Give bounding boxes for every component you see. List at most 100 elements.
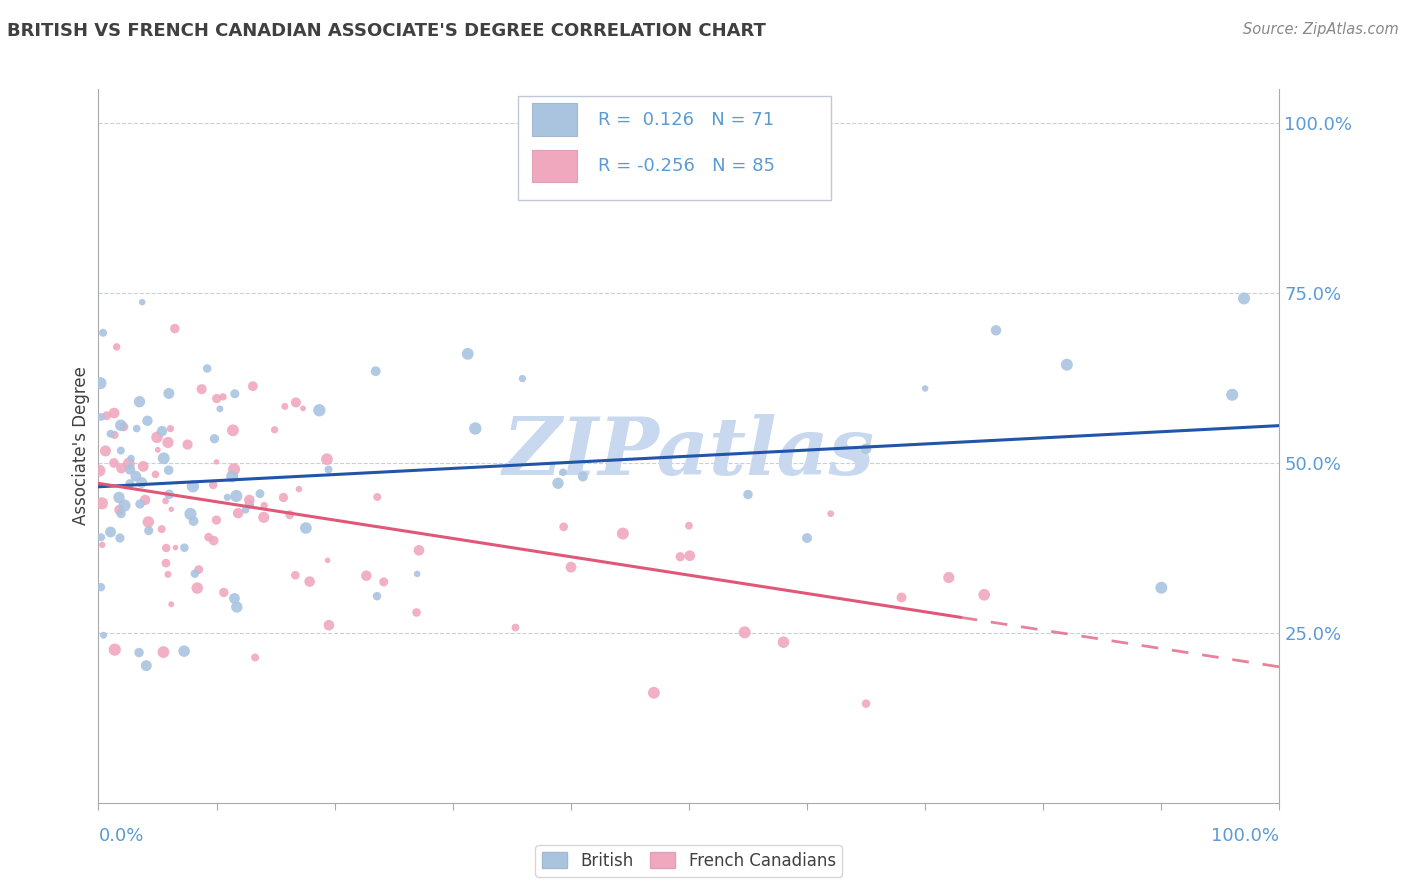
Point (160, 597, 183, 611)
Point (253, 510, 276, 524)
Point (93, 628, 115, 642)
Point (155, 494, 177, 508)
Point (464, 421, 486, 435)
Point (1150, 581, 1173, 595)
Point (159, 422, 181, 436)
Point (240, 499, 263, 513)
Point (292, 401, 315, 416)
Point (737, 487, 759, 501)
Point (197, 530, 219, 544)
Point (222, 462, 245, 476)
Point (195, 361, 218, 376)
Point (505, 620, 527, 634)
Point (796, 531, 818, 545)
Point (146, 442, 169, 457)
Point (551, 465, 574, 479)
Point (202, 533, 225, 548)
Point (100, 426, 122, 441)
Point (221, 469, 243, 483)
Point (1233, 292, 1256, 306)
Point (890, 591, 912, 605)
Point (156, 567, 179, 582)
Point (134, 492, 156, 507)
Point (356, 568, 378, 582)
Point (155, 556, 177, 570)
Point (547, 476, 569, 491)
Point (146, 430, 169, 444)
Point (100, 524, 122, 539)
Point (284, 395, 307, 409)
Point (186, 581, 208, 595)
Point (110, 418, 132, 433)
Point (212, 585, 235, 599)
Point (150, 424, 173, 438)
Point (90, 409, 112, 424)
Point (91, 496, 114, 510)
Text: Source: ZipAtlas.com: Source: ZipAtlas.com (1243, 22, 1399, 37)
Point (273, 491, 295, 505)
Point (152, 451, 174, 466)
Point (263, 423, 285, 437)
Point (406, 566, 429, 581)
Point (1056, 358, 1078, 372)
Point (820, 507, 842, 521)
Point (103, 428, 125, 442)
Point (242, 379, 264, 393)
Point (94, 444, 117, 458)
Point (855, 697, 877, 711)
Point (89, 376, 111, 391)
Point (669, 549, 692, 564)
Text: ZIPatlas: ZIPatlas (503, 415, 875, 491)
Point (212, 390, 235, 404)
Point (114, 499, 136, 513)
Point (96, 409, 118, 423)
Point (316, 452, 339, 467)
Point (298, 574, 321, 589)
Point (163, 321, 186, 335)
Point (318, 462, 340, 476)
Point (274, 400, 297, 414)
Point (612, 526, 634, 541)
Point (373, 574, 395, 589)
Point (457, 347, 479, 361)
Point (118, 462, 141, 476)
Point (110, 461, 132, 475)
Point (772, 635, 794, 649)
Point (183, 514, 205, 528)
Point (217, 491, 239, 505)
Point (108, 503, 131, 517)
Point (208, 401, 231, 416)
Point (103, 406, 125, 420)
Point (90, 530, 112, 544)
Text: 100.0%: 100.0% (1212, 827, 1279, 845)
Point (145, 467, 167, 482)
Point (222, 423, 245, 437)
Point (249, 486, 271, 500)
Point (187, 563, 209, 577)
Legend: British, French Canadians: British, French Canadians (536, 846, 842, 877)
Text: BRITISH VS FRENCH CANADIAN ASSOCIATE'S DEGREE CORRELATION CHART: BRITISH VS FRENCH CANADIAN ASSOCIATE'S D… (7, 22, 766, 40)
Point (288, 482, 311, 496)
Point (108, 491, 131, 505)
Point (308, 403, 330, 417)
Point (238, 497, 260, 511)
Point (165, 541, 187, 555)
Point (112, 419, 135, 434)
Point (181, 479, 204, 493)
Point (318, 618, 340, 632)
Point (128, 646, 150, 660)
Point (91, 326, 114, 340)
Point (157, 463, 180, 477)
Point (202, 478, 225, 492)
Point (157, 487, 180, 501)
Point (135, 658, 157, 673)
Point (205, 513, 228, 527)
FancyBboxPatch shape (517, 96, 831, 200)
Point (560, 560, 582, 574)
Point (136, 515, 159, 529)
Point (131, 475, 153, 490)
Point (110, 443, 132, 458)
Y-axis label: Associate's Degree: Associate's Degree (72, 367, 90, 525)
Text: 0.0%: 0.0% (98, 827, 143, 845)
Point (225, 489, 247, 503)
